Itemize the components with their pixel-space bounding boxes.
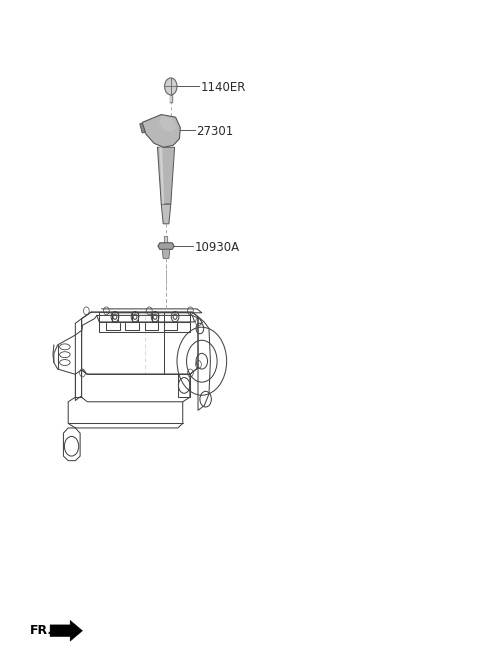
Polygon shape: [158, 243, 174, 250]
Polygon shape: [157, 147, 175, 204]
Polygon shape: [159, 147, 164, 204]
Polygon shape: [159, 116, 177, 132]
Circle shape: [165, 78, 177, 95]
Text: FR.: FR.: [30, 624, 53, 637]
Polygon shape: [50, 620, 83, 641]
Text: 27301: 27301: [196, 125, 233, 138]
Text: 10930A: 10930A: [194, 241, 240, 254]
Polygon shape: [140, 122, 156, 133]
Polygon shape: [161, 204, 171, 224]
Text: 1140ER: 1140ER: [201, 81, 246, 93]
Polygon shape: [162, 250, 170, 258]
Polygon shape: [142, 114, 180, 147]
